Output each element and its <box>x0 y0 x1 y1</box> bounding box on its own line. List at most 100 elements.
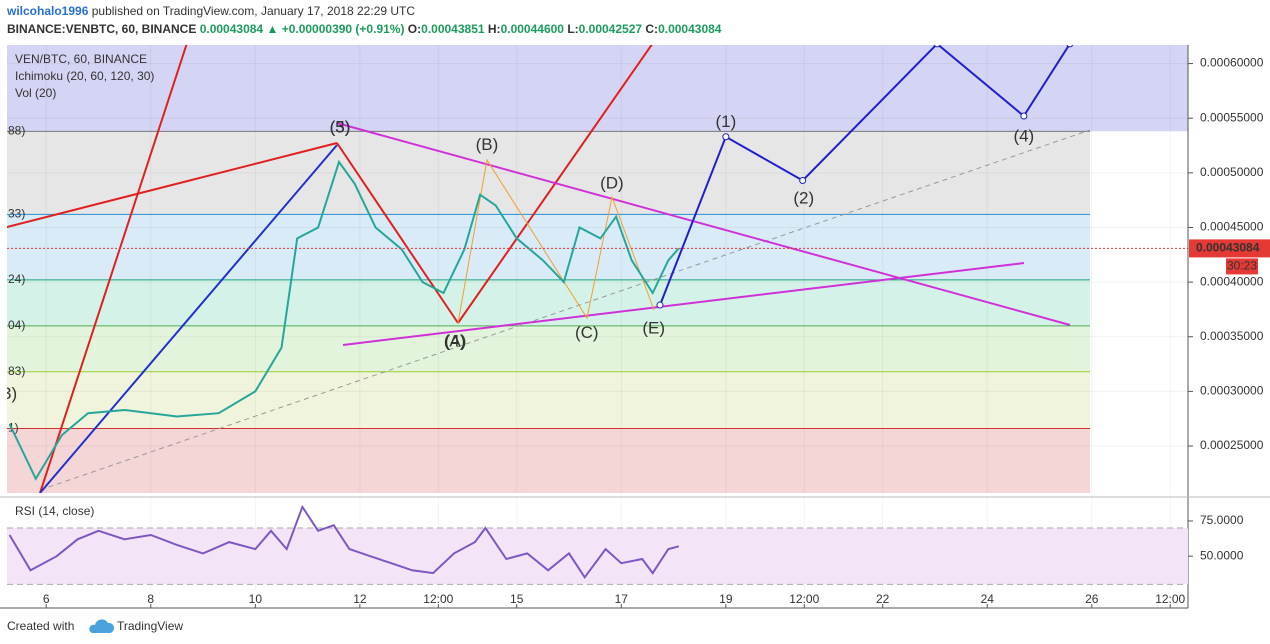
c-label: C: <box>645 22 658 36</box>
band <box>7 325 1090 372</box>
y-tick-label: 75.0000 <box>1200 513 1244 527</box>
o: 0.00043851 <box>421 22 485 36</box>
band <box>7 371 1090 429</box>
y-tick-label: 0.00050000 <box>1200 165 1264 179</box>
legend-entry: Vol (20) <box>15 86 56 100</box>
legend-entry: Ichimoku (20, 60, 120, 30) <box>15 69 154 83</box>
x-tick-label: 12:00 <box>423 592 453 606</box>
y-tick-label: 50.0000 <box>1200 548 1244 562</box>
x-tick-label: 22 <box>876 592 890 606</box>
trend-line <box>7 142 338 228</box>
wave-label: 3) <box>2 384 17 403</box>
wave-label: (5) <box>330 118 351 137</box>
rsi-title: RSI (14, close) <box>15 504 94 518</box>
wave-label: (2) <box>793 189 814 208</box>
band <box>7 428 1090 493</box>
y-tick-label: 0.00055000 <box>1200 110 1264 124</box>
vertex <box>799 176 807 184</box>
arrow: ▲ <box>266 22 278 36</box>
trend-line <box>39 144 338 493</box>
price: 0.00043084 <box>200 22 264 36</box>
x-tick-label: 24 <box>981 592 995 606</box>
fib-label: 83) <box>8 364 25 378</box>
trend-line <box>457 45 653 324</box>
trend-line <box>39 45 188 493</box>
o-label: O: <box>408 22 421 36</box>
fib-label: 33) <box>8 207 25 221</box>
series-line <box>8 504 680 580</box>
x-tick-label: 12:00 <box>789 592 819 606</box>
last-price-label: 0.00043084 <box>1196 241 1260 255</box>
wave-label: (E) <box>642 319 665 338</box>
rsi-band-fill <box>7 528 1188 585</box>
symbol: BINANCE:VENBTC, 60, BINANCE <box>7 22 196 36</box>
plot: (3)(5)(A)(4)(B)(C)(D)(E)(1)(2)(4)3) <box>2 45 1188 493</box>
triangle-line <box>336 122 1071 326</box>
wave-label: (C) <box>575 323 599 342</box>
x-tick-label: 26 <box>1085 592 1099 606</box>
legend-entry: VEN/BTC, 60, BINANCE <box>15 52 147 66</box>
logo <box>89 619 115 633</box>
x-tick-label: 12 <box>353 592 367 606</box>
x-tick-label: 10 <box>249 592 263 606</box>
created-with: Created with <box>7 619 74 633</box>
x-tick-label: 6 <box>43 592 50 606</box>
brand[interactable]: TradingView <box>117 619 183 633</box>
y-tick-label: 0.00030000 <box>1200 384 1264 398</box>
countdown-box <box>1226 258 1258 275</box>
triangle-line <box>342 262 1025 346</box>
trend-dashed <box>39 129 1091 491</box>
l: 0.00042527 <box>579 22 643 36</box>
fib-label: 04) <box>8 318 25 332</box>
author[interactable]: wilcohalo1996 <box>6 4 89 18</box>
y-tick-label: 0.00040000 <box>1200 274 1264 288</box>
header: wilcohalo1996 published on TradingView.c… <box>6 4 415 18</box>
footer: Created with TradingView <box>7 619 183 633</box>
fib-label: 88) <box>8 123 25 137</box>
published: published on TradingView.com, January 17… <box>92 4 416 18</box>
vertex <box>1020 112 1028 120</box>
vertex <box>722 133 730 141</box>
wave-label: (B) <box>476 135 499 154</box>
x-tick-label: 8 <box>147 592 154 606</box>
band <box>7 279 1090 326</box>
h-label: H: <box>488 22 501 36</box>
band <box>7 131 1090 215</box>
y-tick-label: 0.00025000 <box>1200 438 1264 452</box>
h: 0.00044600 <box>501 22 565 36</box>
wave-label: (1) <box>715 112 736 131</box>
fib-bands: 88) 33) 24) 04) 83) 1) <box>7 45 1188 493</box>
series-line <box>8 159 680 481</box>
x-tick-label: 19 <box>719 592 733 606</box>
x-tick-label: 15 <box>510 592 524 606</box>
l-label: L: <box>567 22 578 36</box>
wave-label: (4) <box>1013 126 1034 145</box>
change: +0.00000390 (+0.91%) <box>282 22 405 36</box>
wave-label: (3) <box>330 118 351 137</box>
vertex <box>656 301 664 309</box>
abcde-lines <box>457 158 655 324</box>
x-tick-label: 17 <box>615 592 629 606</box>
trend-line <box>336 142 459 324</box>
y-tick-label: 0.00045000 <box>1200 220 1264 234</box>
vertex <box>1066 45 1074 48</box>
fib-label: 24) <box>8 272 25 286</box>
fib-label: 1) <box>8 421 19 435</box>
wave-label: (4) <box>445 332 466 351</box>
grid <box>7 45 1188 590</box>
quote-line: BINANCE:VENBTC, 60, BINANCE 0.00043084 ▲… <box>7 22 722 36</box>
x-tick-label: 12:00 <box>1155 592 1185 606</box>
series-line <box>659 45 1071 306</box>
band <box>7 214 1090 280</box>
last-price-box <box>1189 239 1270 258</box>
vertex <box>933 45 941 48</box>
wave-label: (A) <box>444 332 467 351</box>
y-tick-label: 0.00060000 <box>1200 56 1264 70</box>
c: 0.00043084 <box>658 22 722 36</box>
drawings <box>7 45 1091 493</box>
wave-label: (D) <box>600 173 624 192</box>
y-tick-label: 0.00035000 <box>1200 329 1264 343</box>
countdown: 30:23 <box>1227 259 1257 273</box>
